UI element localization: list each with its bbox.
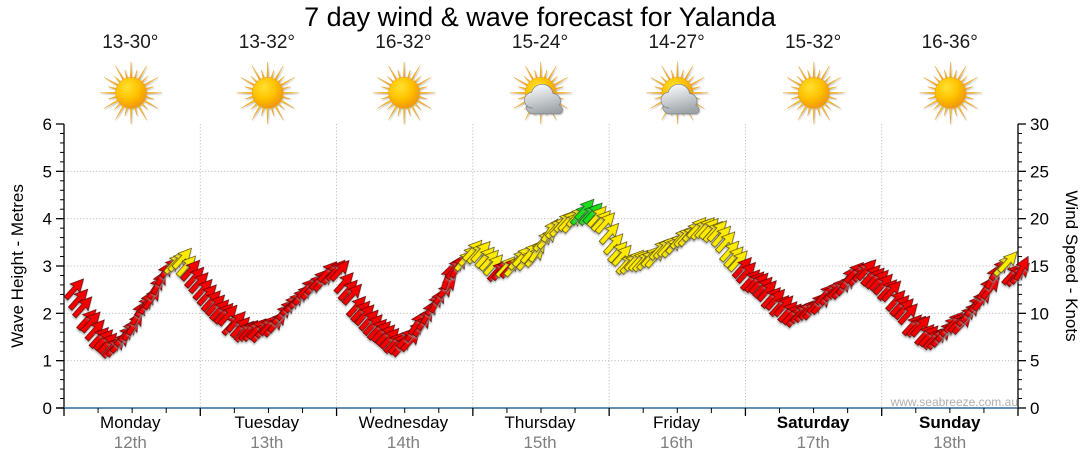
svg-text:20: 20 <box>1030 210 1049 229</box>
svg-text:25: 25 <box>1030 162 1049 181</box>
svg-text:1: 1 <box>43 352 52 371</box>
svg-text:2: 2 <box>43 304 52 323</box>
svg-text:0: 0 <box>43 399 52 418</box>
svg-text:4: 4 <box>43 210 52 229</box>
svg-text:15: 15 <box>1030 257 1049 276</box>
svg-text:3: 3 <box>43 257 52 276</box>
svg-text:30: 30 <box>1030 115 1049 134</box>
svg-text:5: 5 <box>43 162 52 181</box>
svg-text:6: 6 <box>43 115 52 134</box>
svg-text:5: 5 <box>1030 352 1039 371</box>
svg-text:0: 0 <box>1030 399 1039 418</box>
svg-text:10: 10 <box>1030 304 1049 323</box>
